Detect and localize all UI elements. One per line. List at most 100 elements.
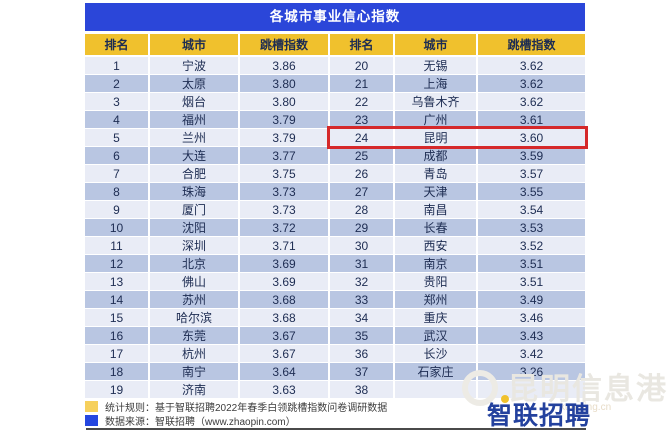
index-cell: 3.51: [478, 273, 585, 290]
index-cell: 3.26: [478, 363, 585, 380]
index-cell: 3.73: [240, 183, 330, 200]
index-cell: 3.75: [240, 165, 330, 182]
city-cell: 南京: [395, 255, 478, 272]
rank-cell: 36: [330, 345, 395, 362]
rank-cell: 10: [85, 219, 150, 236]
rank-cell: 7: [85, 165, 150, 182]
index-cell: 3.68: [240, 291, 330, 308]
city-cell: 深圳: [150, 237, 240, 254]
index-cell: 3.42: [478, 345, 585, 362]
index-cell: 3.43: [478, 327, 585, 344]
index-cell: 3.79: [240, 111, 330, 128]
row-left-half: 2 太原 3.80: [85, 75, 330, 92]
city-cell: 广州: [395, 111, 478, 128]
header-rank-right: 排名: [330, 34, 395, 55]
rank-cell: 4: [85, 111, 150, 128]
row-left-half: 1 宁波 3.86: [85, 57, 330, 74]
header-index-left: 跳槽指数: [240, 34, 330, 55]
index-cell: 3.80: [240, 75, 330, 92]
city-cell: 苏州: [150, 291, 240, 308]
row-right-half: 33 郑州 3.49: [330, 291, 585, 308]
city-cell: 珠海: [150, 183, 240, 200]
index-cell: 3.59: [478, 147, 585, 164]
table-row: 5 兰州 3.79 24 昆明 3.60: [85, 126, 588, 149]
row-left-half: 18 南宁 3.64: [85, 363, 330, 380]
index-cell: 3.69: [240, 255, 330, 272]
rank-cell: 21: [330, 75, 395, 92]
rank-cell: 31: [330, 255, 395, 272]
index-cell: 3.69: [240, 273, 330, 290]
row-right-half: 38: [330, 381, 585, 398]
rank-cell: 30: [330, 237, 395, 254]
index-cell: [478, 381, 585, 398]
rank-cell: 1: [85, 57, 150, 74]
rank-cell: 29: [330, 219, 395, 236]
rank-cell: 37: [330, 363, 395, 380]
row-right-half: 20 无锡 3.62: [330, 57, 585, 74]
table-row: 9 厦门 3.73 28 南昌 3.54: [85, 201, 585, 218]
city-cell: 太原: [150, 75, 240, 92]
row-left-half: 5 兰州 3.79: [85, 129, 330, 146]
rank-cell: 5: [85, 129, 150, 146]
header-city-left: 城市: [150, 34, 240, 55]
rank-cell: 15: [85, 309, 150, 326]
rank-cell: 13: [85, 273, 150, 290]
table-row: 17 杭州 3.67 36 长沙 3.42: [85, 345, 585, 362]
row-right-half: 32 贵阳 3.51: [330, 273, 585, 290]
row-left-half: 9 厦门 3.73: [85, 201, 330, 218]
city-cell: 南昌: [395, 201, 478, 218]
table-row: 6 大连 3.77 25 成都 3.59: [85, 147, 585, 164]
table-row: 14 苏州 3.68 33 郑州 3.49: [85, 291, 585, 308]
row-right-half: 35 武汉 3.43: [330, 327, 585, 344]
row-left-half: 16 东莞 3.67: [85, 327, 330, 344]
table-row: 13 佛山 3.69 32 贵阳 3.51: [85, 273, 585, 290]
city-cell: 哈尔滨: [150, 309, 240, 326]
rank-cell: 33: [330, 291, 395, 308]
footer-note-data-source: 数据来源：智联招聘（www.zhaopin.com）: [85, 413, 296, 428]
row-left-half: 15 哈尔滨 3.68: [85, 309, 330, 326]
index-cell: 3.64: [240, 363, 330, 380]
kunming-watermark-text: 昆明信息港: [508, 373, 668, 406]
table-row: 1 宁波 3.86 20 无锡 3.62: [85, 57, 585, 74]
footer-note-stat-rule: 统计规则：基于智联招聘2022年春季白领跳槽指数问卷调研数据: [85, 399, 387, 414]
index-cell: 3.68: [240, 309, 330, 326]
header-city-right: 城市: [395, 34, 478, 55]
row-left-half: 4 福州 3.79: [85, 111, 330, 128]
kunming-watermark-url: kunming.cn: [560, 402, 612, 413]
rank-cell: 35: [330, 327, 395, 344]
kunming-watermark-emblem-icon: [462, 370, 498, 406]
table-row: 12 北京 3.69 31 南京 3.51: [85, 255, 585, 272]
index-cell: 3.55: [478, 183, 585, 200]
rank-cell: 16: [85, 327, 150, 344]
rank-cell: 19: [85, 381, 150, 398]
table-row: 15 哈尔滨 3.68 34 重庆 3.46: [85, 309, 585, 326]
row-left-half: 8 珠海 3.73: [85, 183, 330, 200]
index-cell: 3.52: [478, 237, 585, 254]
data-source-text: 数据来源：智联招聘（www.zhaopin.com）: [105, 417, 296, 428]
index-cell: 3.63: [240, 381, 330, 398]
rank-cell: 12: [85, 255, 150, 272]
index-cell: 3.61: [478, 111, 585, 128]
index-cell: 3.57: [478, 165, 585, 182]
rank-cell: 20: [330, 57, 395, 74]
table-row: 19 济南 3.63 38: [85, 381, 585, 398]
blue-legend-swatch-icon: [85, 415, 98, 426]
row-left-half: 14 苏州 3.68: [85, 291, 330, 308]
city-cell: 大连: [150, 147, 240, 164]
rank-cell: 17: [85, 345, 150, 362]
index-cell: 3.62: [478, 93, 585, 110]
index-cell: 3.62: [478, 75, 585, 92]
index-cell: 3.51: [478, 255, 585, 272]
city-cell: 沈阳: [150, 219, 240, 236]
city-cell: 西安: [395, 237, 478, 254]
row-right-half: 25 成都 3.59: [330, 147, 585, 164]
city-cell: 长沙: [395, 345, 478, 362]
index-cell: 3.72: [240, 219, 330, 236]
table-body: 1 宁波 3.86 20 无锡 3.62 2 太原 3.80 21 上海 3.6…: [85, 57, 588, 398]
row-right-half: 29 长春 3.53: [330, 219, 585, 236]
row-left-half: 17 杭州 3.67: [85, 345, 330, 362]
row-right-half: 34 重庆 3.46: [330, 309, 585, 326]
city-cell: 合肥: [150, 165, 240, 182]
rank-cell: 9: [85, 201, 150, 218]
city-cell: 杭州: [150, 345, 240, 362]
